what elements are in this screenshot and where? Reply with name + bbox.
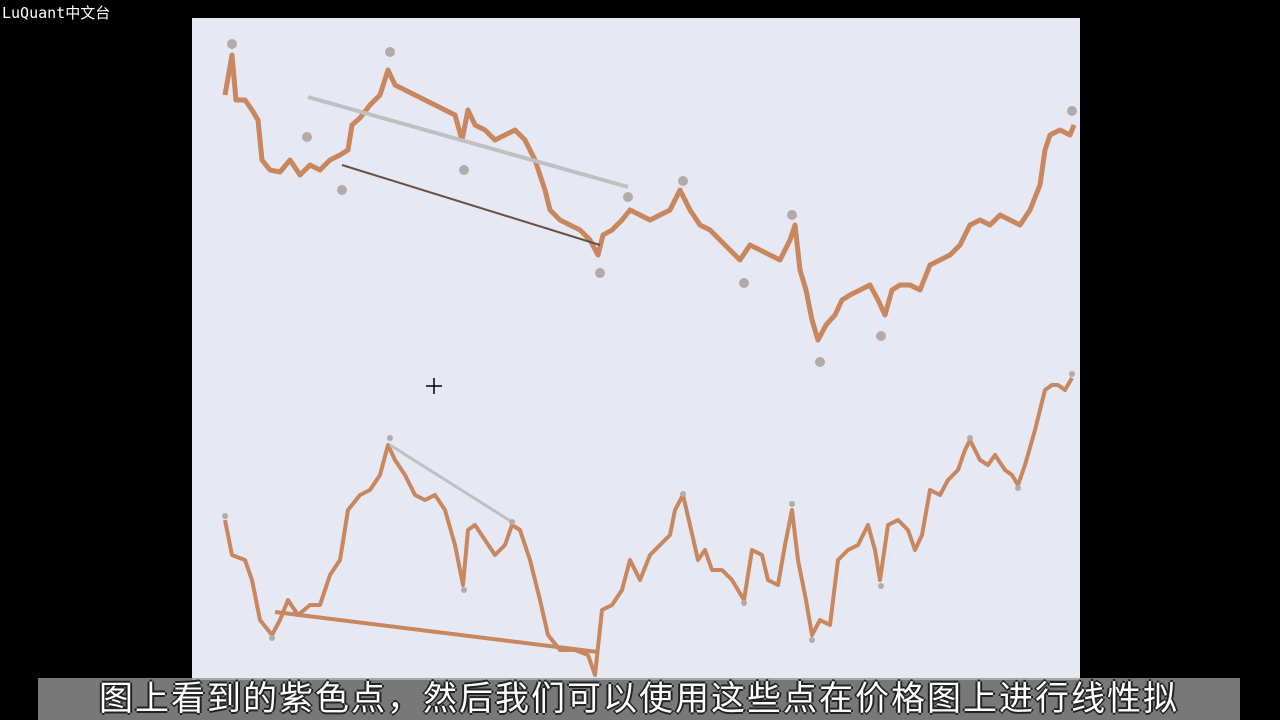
indicator-line — [223, 376, 1074, 677]
plot-area — [192, 18, 1080, 680]
trend-line — [274, 610, 599, 654]
subtitle: 图上看到的紫色点，然后我们可以使用这些点在价格图上进行线性拟 — [38, 678, 1240, 720]
price-line — [222, 52, 1077, 343]
pivot-points — [222, 39, 1077, 643]
cursor — [426, 378, 442, 394]
trend-line — [307, 95, 629, 189]
trend-line — [341, 164, 601, 246]
trend-line — [389, 443, 513, 524]
watermark: LuQuant中文台 — [2, 4, 111, 22]
